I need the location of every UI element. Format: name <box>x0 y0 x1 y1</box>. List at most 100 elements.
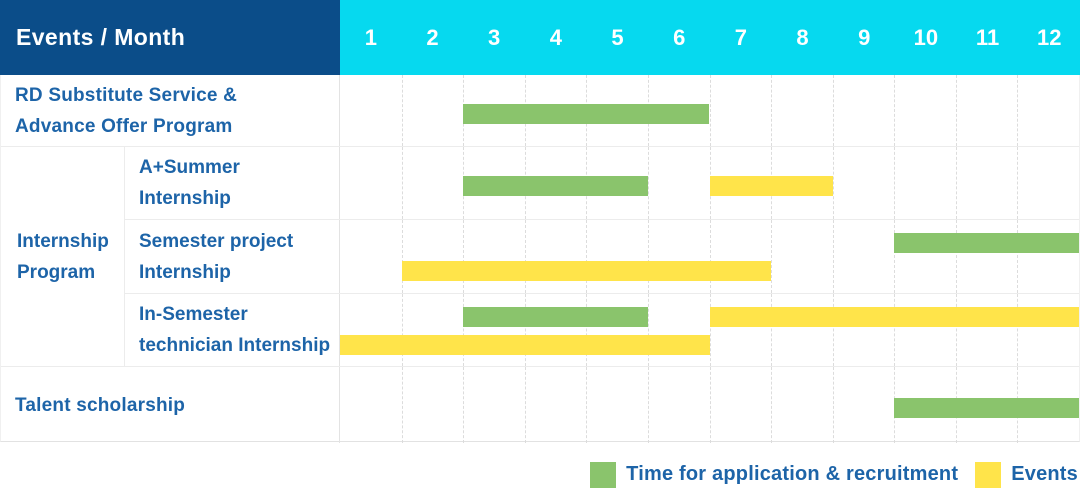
month-header-cells: 1 2 3 4 5 6 7 8 9 10 11 12 <box>340 0 1080 75</box>
gantt-bar-recruitment <box>894 233 1079 253</box>
group-label-internship-program: Internship Program <box>1 147 125 366</box>
month-gridline <box>894 294 896 366</box>
month-gridline <box>647 147 649 219</box>
month-gridline <box>771 75 773 146</box>
gantt-bar-events <box>709 176 833 196</box>
month-gridline <box>832 220 834 293</box>
events-swatch-icon <box>975 461 1002 488</box>
month-label: 3 <box>488 24 501 50</box>
row-label-in-semester-technician-internship: In-Semester technician Internship <box>125 294 340 366</box>
month-gridline <box>401 220 403 293</box>
row-label-line: Advance Offer Program <box>15 115 233 137</box>
table-row: A+Summer Internship <box>125 147 1079 220</box>
legend-label: Time for application & recruitment <box>626 463 959 485</box>
group-label-line: Internship <box>17 230 109 252</box>
month-gridline <box>1017 294 1019 366</box>
group-subrows: A+Summer Internship Semester project Int… <box>125 147 1079 366</box>
month-gridline <box>832 147 834 219</box>
month-gridline <box>401 75 403 146</box>
table-row: Semester project Internship <box>125 220 1079 294</box>
gantt-bar-events <box>401 261 772 281</box>
month-gridline <box>771 294 773 366</box>
gantt-bar-recruitment <box>463 103 710 124</box>
month-gridline <box>586 220 588 293</box>
month-gridline <box>955 220 957 293</box>
month-label: 6 <box>673 24 686 50</box>
month-label: 4 <box>549 24 562 50</box>
month-gridline <box>1017 75 1019 146</box>
month-gridline <box>709 367 711 443</box>
month-gridline <box>832 75 834 146</box>
month-label: 5 <box>611 24 624 50</box>
month-gridline <box>647 294 649 366</box>
row-label-rd-substitute-service: RD Substitute Service & Advance Offer Pr… <box>1 75 340 146</box>
legend: Time for application & recruitment Event… <box>590 461 1078 488</box>
month-gridline <box>647 220 649 293</box>
gantt-bar-events <box>340 335 710 355</box>
gantt-bar-recruitment <box>894 398 1079 418</box>
internship-program-group: Internship Program A+Summer Internship S… <box>1 147 1079 367</box>
month-gridline <box>894 220 896 293</box>
month-gridline <box>463 220 465 293</box>
gantt-bar-recruitment <box>463 176 648 196</box>
gantt-track <box>340 147 1079 219</box>
table-row: Talent scholarship <box>1 367 1079 443</box>
month-label: 12 <box>1036 24 1062 50</box>
month-gridline <box>463 367 465 443</box>
month-gridline <box>894 147 896 219</box>
month-gridline <box>709 294 711 366</box>
month-label: 11 <box>975 24 1000 50</box>
gantt-track <box>340 367 1079 443</box>
month-gridline <box>955 75 957 146</box>
row-label-line: technician Internship <box>139 335 331 356</box>
row-label-line: Internship <box>139 188 231 209</box>
gantt-track <box>340 220 1079 293</box>
events-month-header: Events / Month <box>0 0 340 75</box>
month-gridline <box>647 367 649 443</box>
group-label-line: Program <box>17 261 96 283</box>
month-label: 10 <box>913 24 939 50</box>
month-gridline <box>463 294 465 366</box>
month-gridline <box>832 367 834 443</box>
legend-label: Events <box>1011 463 1078 485</box>
month-label: 2 <box>426 24 439 50</box>
month-gridline <box>955 294 957 366</box>
row-label-line: A+Summer <box>139 157 240 178</box>
month-gridline <box>401 147 403 219</box>
month-gridline <box>832 294 834 366</box>
table-body: RD Substitute Service & Advance Offer Pr… <box>0 75 1080 443</box>
month-gridline <box>771 220 773 293</box>
month-gridline <box>524 220 526 293</box>
table-row: In-Semester technician Internship <box>125 294 1079 366</box>
gantt-track <box>340 75 1079 146</box>
legend-item-events: Events <box>975 461 1078 488</box>
month-label: 8 <box>796 24 809 50</box>
row-label-talent-scholarship: Talent scholarship <box>1 367 340 443</box>
gantt-track <box>340 294 1079 366</box>
month-gridline <box>1017 220 1019 293</box>
row-label-semester-project-internship: Semester project Internship <box>125 220 340 293</box>
recruitment-swatch-icon <box>590 461 617 488</box>
row-label-line: In-Semester <box>139 304 248 325</box>
row-label-line: Semester project <box>139 230 294 252</box>
month-gridline <box>771 367 773 443</box>
table-row: RD Substitute Service & Advance Offer Pr… <box>1 75 1079 147</box>
gantt-bar-events <box>709 307 1079 327</box>
month-gridline <box>709 75 711 146</box>
month-gridline <box>709 220 711 293</box>
legend-item-recruitment: Time for application & recruitment <box>590 461 959 488</box>
row-label-a-plus-summer-internship: A+Summer Internship <box>125 147 340 219</box>
row-label-line: Internship <box>139 261 231 283</box>
table-header-row: Events / Month 1 2 3 4 5 6 7 8 9 10 11 12 <box>0 0 1080 75</box>
month-gridline <box>524 367 526 443</box>
gantt-bar-recruitment <box>463 307 648 327</box>
row-label-line: RD Substitute Service & <box>15 84 238 106</box>
table-title: Events / Month <box>16 24 186 50</box>
month-gridline <box>955 147 957 219</box>
month-gridline <box>524 294 526 366</box>
month-label: 9 <box>858 24 871 50</box>
month-label: 1 <box>364 24 377 50</box>
month-label: 7 <box>734 24 747 50</box>
month-gridline <box>894 75 896 146</box>
